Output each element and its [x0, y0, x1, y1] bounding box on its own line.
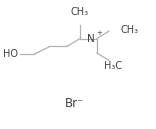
Text: H₃C: H₃C — [104, 61, 122, 71]
Text: CH₃: CH₃ — [121, 25, 139, 35]
Text: Br⁻: Br⁻ — [65, 97, 85, 110]
Text: +: + — [96, 30, 102, 36]
Text: CH₃: CH₃ — [71, 7, 89, 17]
Text: HO: HO — [3, 49, 18, 59]
Text: N: N — [87, 34, 94, 44]
